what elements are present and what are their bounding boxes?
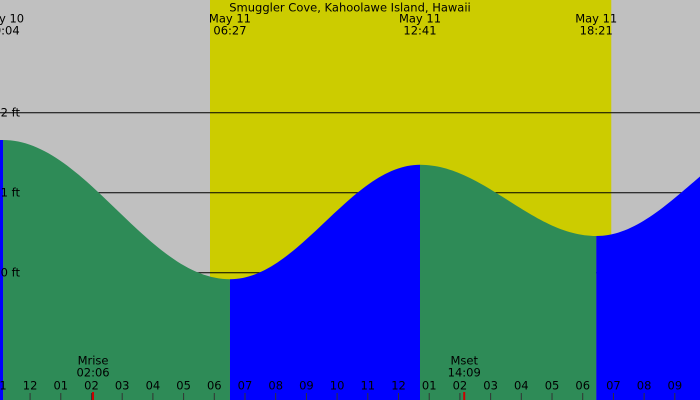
moon-time: 14:09 [448, 366, 481, 380]
tide-date: May 11 [399, 12, 441, 26]
tide-date: May 11 [575, 12, 617, 26]
falling-tide [3, 140, 230, 400]
y-tick-label: 0 ft [1, 265, 21, 279]
moon-label: Mset [450, 354, 478, 368]
x-tick-label: 04 [146, 379, 161, 393]
y-tick-label: 2 ft [1, 105, 21, 119]
x-tick-label: 03 [483, 379, 498, 393]
x-tick-label: 11 [0, 379, 7, 393]
x-tick-label: 12 [23, 379, 38, 393]
x-tick-label: 04 [514, 379, 529, 393]
x-tick-label: 08 [268, 379, 283, 393]
tide-date: May 10 [0, 12, 24, 26]
rising-tide [229, 164, 420, 400]
tide-time: 00:04 [0, 24, 20, 38]
x-tick-label: 02 [84, 379, 99, 393]
tide-time: 12:41 [403, 24, 436, 38]
chart-title: Smuggler Cove, Kahoolawe Island, Hawaii [229, 1, 471, 15]
tide-time: 06:27 [213, 24, 246, 38]
x-tick-label: 06 [575, 379, 590, 393]
rising-tide [0, 140, 4, 400]
x-tick-label: 01 [53, 379, 68, 393]
x-tick-label: 06 [207, 379, 222, 393]
tide-date: May 11 [209, 12, 251, 26]
x-tick-label: 07 [606, 379, 621, 393]
y-tick-label: 1 ft [1, 185, 21, 199]
falling-tide [420, 164, 597, 400]
x-tick-label: 10 [330, 379, 345, 393]
tide-time: 18:21 [580, 24, 613, 38]
x-tick-label: 05 [176, 379, 191, 393]
x-tick-label: 09 [668, 379, 683, 393]
rising-tide [596, 176, 700, 400]
x-tick-label: 01 [422, 379, 437, 393]
moon-time: 02:06 [76, 366, 109, 380]
x-tick-label: 07 [238, 379, 253, 393]
x-tick-label: 08 [637, 379, 652, 393]
x-tick-label: 02 [453, 379, 468, 393]
x-tick-label: 11 [360, 379, 375, 393]
x-tick-label: 05 [545, 379, 560, 393]
x-tick-label: 09 [299, 379, 314, 393]
x-tick-label: 03 [115, 379, 130, 393]
moon-label: Mrise [78, 354, 109, 368]
x-tick-label: 12 [391, 379, 406, 393]
